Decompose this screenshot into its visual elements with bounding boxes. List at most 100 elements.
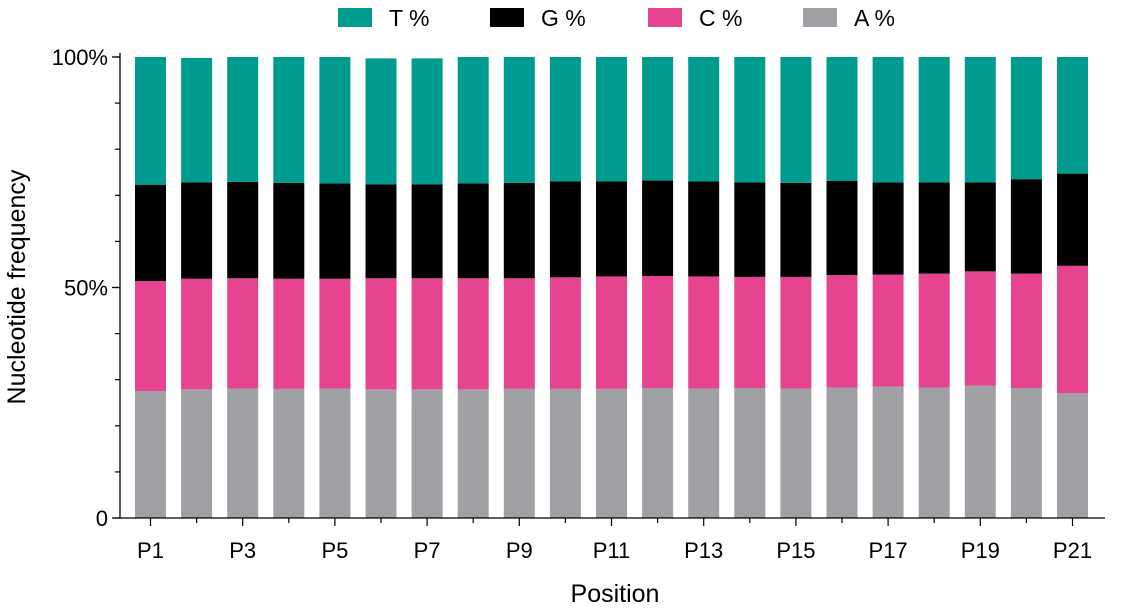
bar-segment-p10-g [549,181,581,278]
bar-segment-p13-t [688,57,720,182]
bar-segment-p20-g [1010,179,1042,274]
y-tick-label: 0 [96,506,108,531]
bar-segment-p14-t [734,57,766,183]
bar-segment-p4-g [273,182,305,279]
bar-segment-p9-g [503,182,535,279]
bar-segment-p2-t [181,57,213,183]
bar-segment-p3-c [227,278,259,389]
bar-segment-p20-a [1010,388,1042,518]
bar-segment-p16-t [826,57,858,182]
bar-segment-p8-a [457,389,489,518]
bar-segment-p5-c [319,278,351,389]
bar-segment-p9-c [503,278,535,389]
bar-segment-p2-g [181,182,213,279]
bar-segment-p7-a [411,389,443,518]
x-tick-label-p19: P19 [961,538,1000,563]
bar-segment-p20-t [1010,57,1042,180]
legend-label-t: T % [389,5,429,31]
bar-segment-p5-t [319,57,351,184]
legend-swatch-t [338,8,372,27]
bar-segment-p15-t [780,57,812,183]
bar-segment-p8-c [457,278,489,390]
x-tick-label-p9: P9 [506,538,533,563]
bar-segment-p19-a [964,385,996,518]
bar-segment-p9-t [503,57,535,183]
bar-segment-p18-g [918,182,950,274]
bar-segment-p14-g [734,182,766,277]
legend-swatch-c [648,8,682,27]
bar-segment-p11-t [596,57,627,182]
bar-segment-p5-g [319,183,351,279]
legend-label-c: C % [699,5,742,31]
bar-segment-p11-g [596,181,627,277]
bar-segment-p10-t [549,57,581,182]
bar-segment-p16-g [826,181,858,276]
bar-segment-p17-t [872,57,904,183]
x-tick-label-p11: P11 [593,538,631,563]
x-axis-title: Position [571,580,660,608]
bar-segment-p1-t [135,57,166,185]
bar-segment-p13-c [688,276,720,389]
bar-segment-p7-c [411,278,443,390]
axes-group: 0 50% 100% P1 P3 P5 P7 P9 P11 P13 P15 P17 P19 P21 [52,45,1105,563]
bar-segment-p18-a [918,387,950,518]
x-tick-label-p1: P1 [137,538,164,563]
x-tick-label-p13: P13 [684,538,723,563]
bar-segment-p19-g [964,182,996,272]
bar-segment-p9-a [503,388,535,518]
bar-segment-p7-t [411,58,443,185]
bar-segment-p3-a [227,388,259,518]
bar-segment-p6-c [365,278,397,390]
bar-segment-p12-g [642,180,674,276]
bar-segment-p15-a [780,388,812,518]
bar-segment-p11-a [596,388,627,518]
bar-segment-p14-a [734,388,766,518]
bar-segment-p5-a [319,388,351,518]
bar-segment-p3-t [227,57,259,182]
y-axis-title: Nucleotide frequency [3,169,31,404]
bar-segment-p4-c [273,278,305,389]
bar-segment-p14-c [734,276,766,388]
bar-segment-p21-a [1057,393,1088,518]
legend-label-a: A % [854,5,895,31]
x-tick-label-p5: P5 [321,538,348,563]
bar-segment-p21-c [1057,265,1088,394]
bar-segment-p7-g [411,184,443,279]
bar-segment-p10-c [549,277,581,389]
bar-segment-p17-c [872,274,904,387]
bar-segment-p17-g [872,182,904,275]
bar-segment-p18-c [918,273,950,388]
bar-segment-p16-c [826,275,858,388]
bar-segment-p21-g [1057,173,1088,266]
bar-segment-p8-t [457,57,489,184]
bar-segment-p19-c [964,271,996,386]
bar-segment-p1-c [135,281,166,392]
legend-swatch-g [490,8,524,27]
bar-segment-p11-c [596,276,627,389]
x-tick-label-p21: P21 [1053,538,1092,563]
bar-segment-p4-a [273,388,305,518]
bar-segment-p16-a [826,387,858,518]
bar-segment-p4-t [273,57,305,183]
bar-segment-p2-a [181,389,213,518]
bar-segment-p12-a [642,388,674,518]
bar-segment-p6-t [365,58,397,185]
bar-segment-p13-g [688,181,720,277]
legend: T % G % C % A % [338,5,895,31]
bar-segment-p12-c [642,275,674,388]
legend-swatch-a [803,8,837,27]
bar-segment-p17-a [872,386,904,518]
legend-label-g: G % [541,5,586,31]
bar-segment-p13-a [688,388,720,518]
bar-segment-p6-a [365,389,397,518]
bars-group [135,57,1088,518]
y-tick-label: 100% [52,45,108,70]
bar-segment-p1-a [135,391,166,518]
x-tick-label-p17: P17 [869,538,908,563]
bar-segment-p2-c [181,278,213,390]
bar-segment-p10-a [549,388,581,518]
bar-segment-p15-c [780,276,812,389]
bar-segment-p20-c [1010,273,1042,388]
bar-segment-p8-g [457,183,489,279]
